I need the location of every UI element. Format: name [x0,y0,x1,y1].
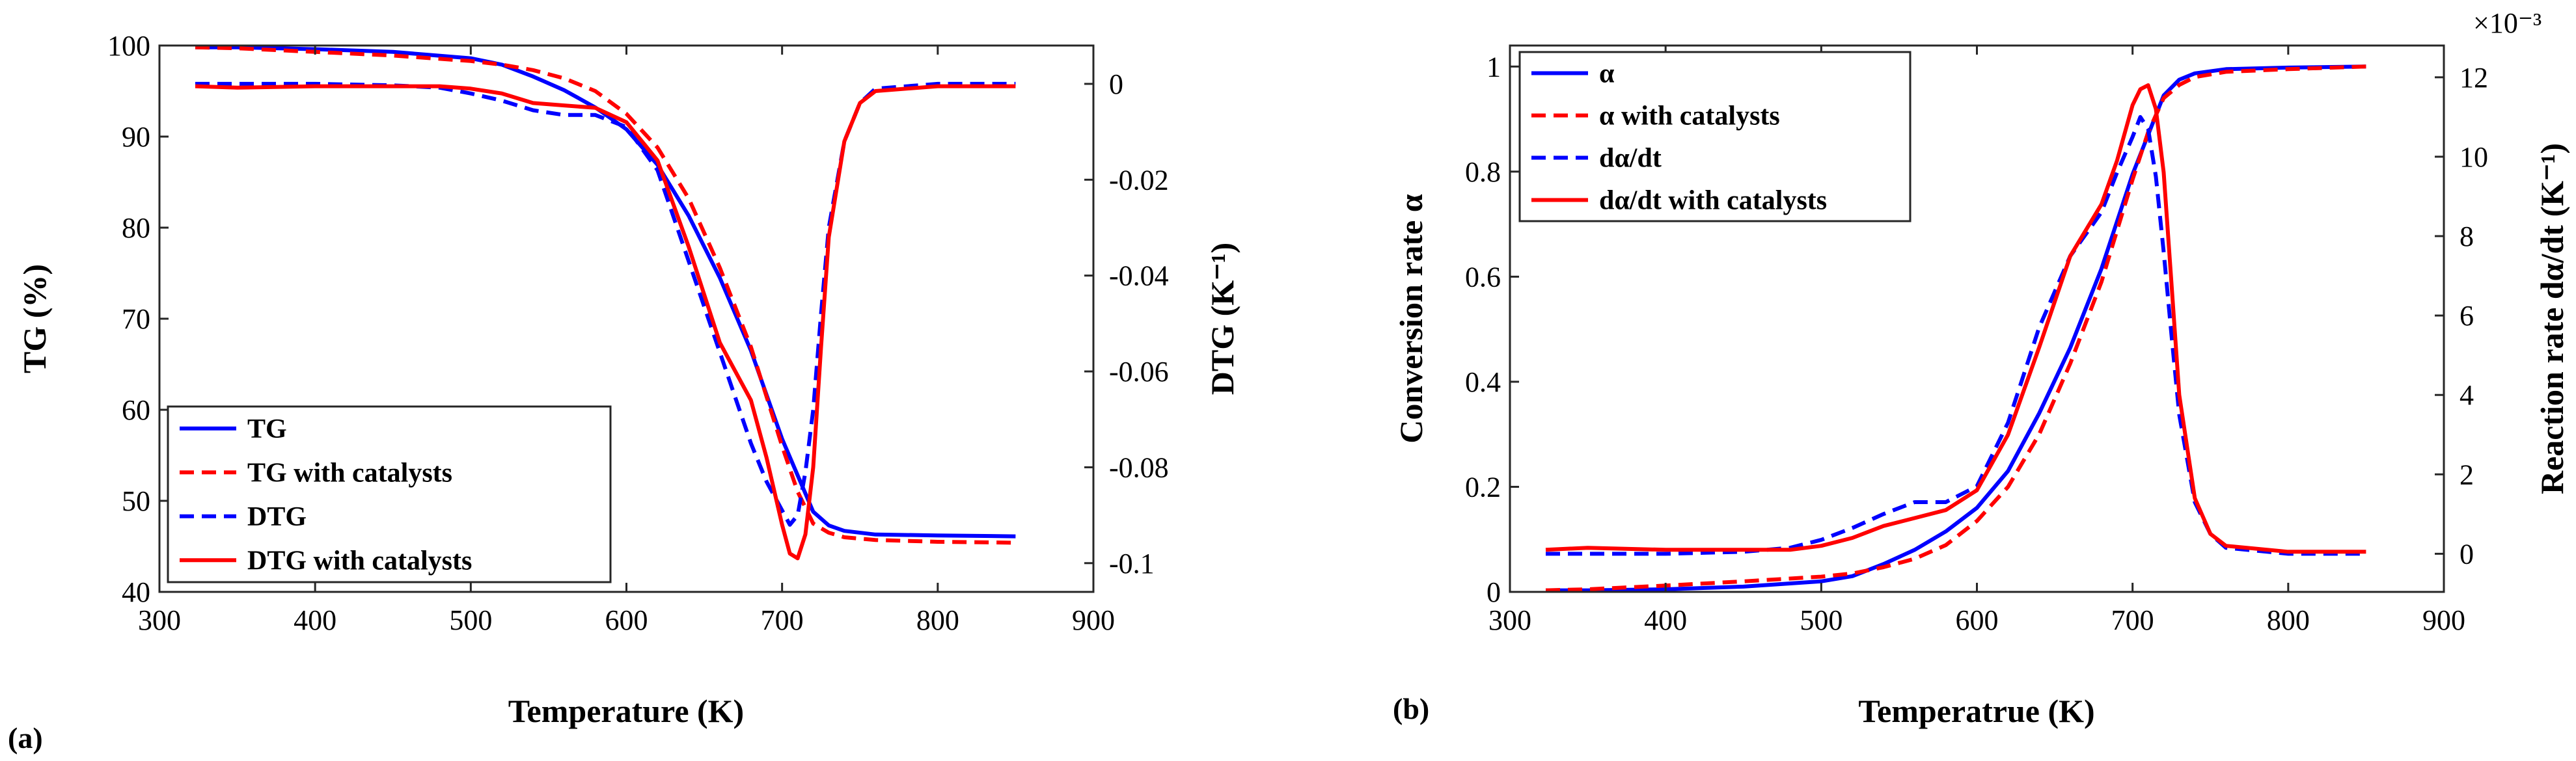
series-line-2 [195,45,1016,545]
x-tick-label: 600 [605,604,648,636]
y-tick-label: 40 [122,576,150,608]
y2-tick-label: -0.1 [1109,548,1155,580]
legend-label: DTG with catalysts [247,546,472,576]
legend-box [1518,51,1911,222]
chart-a: 300 400 500 600 700 800 900 40 50 60 70 80 90 100 0 -0.… [8,30,1240,754]
y2-tick-label: 0 [2460,538,2474,570]
y2-tick-label: -0.08 [1109,451,1169,483]
x-tick-label: 500 [1800,604,1843,636]
y2-tick-label: -0.04 [1109,260,1169,292]
legend-label: TG with catalysts [247,458,452,488]
x-tick-label: 900 [1072,604,1115,636]
y-tick-label: 90 [122,121,150,153]
series-lines-b [1545,64,2366,593]
legend-label: α with catalysts [1599,101,1780,131]
y2-tick-label: 0 [1109,68,1123,100]
legend-label: α [1599,59,1615,89]
y2-tick-label: 6 [2460,300,2474,332]
y2-tick-label: -0.06 [1109,356,1169,388]
panel-label-b: (b) [1393,692,1429,725]
chart-b: 300 400 500 600 700 800 90000.20.40.60.8102468… [1393,7,2570,729]
x-tick-label: 800 [2267,604,2310,636]
x-tick-label: 700 [2111,604,2154,636]
x-tick-label: 800 [916,604,959,636]
x-tick-label: 700 [761,604,804,636]
y-tick-label: 0.8 [1465,156,1501,188]
series-line-3 [195,81,1016,527]
y-tick-label: 80 [122,212,150,244]
series-line-1 [195,45,1016,539]
y-tick-label: 0.2 [1465,471,1501,503]
y2-tick-label: 10 [2460,141,2488,173]
legend-label: TG [247,414,287,444]
x-tick-label: 900 [2422,604,2465,636]
legend-a: TG TG with catalysts DTG DTG with catalysts [167,405,612,583]
series-line-2 [1545,64,2366,593]
y-tick-label: 60 [122,394,150,426]
series-line-4 [1545,83,2366,554]
y-tick-label: 1 [1487,51,1501,83]
x-tick-label: 400 [294,604,336,636]
y-axis-label-left-a: TG (%) [16,264,53,373]
y-tick-label: 100 [107,30,150,62]
legend-box [167,405,612,583]
y2-tick-label: 12 [2460,62,2488,94]
x-tick-label: 300 [138,604,181,636]
x-tick-label: 500 [449,604,492,636]
y-axis-label-left-b: Conversion rate α [1393,194,1429,443]
y2-exponent-label-b: ×10⁻³ [2473,7,2542,39]
y-tick-label: 70 [122,303,150,335]
y2-tick-label: 8 [2460,220,2474,252]
legend-b: α α with catalysts dα/dt dα/dt with catalys… [1518,51,1911,222]
x-axis-label-a: Temperature (K) [508,693,744,729]
x-axis-label-b: Temperatrue (K) [1858,693,2094,729]
y2-tick-label: -0.02 [1109,164,1169,196]
y2-tick-label: 2 [2460,459,2474,490]
panel-label-a: (a) [8,721,43,754]
y-axis-label-right-b: Reaction rate dα/dt (K⁻¹) [2534,143,2570,494]
y-tick-label: 0 [1487,576,1501,608]
legend-label: dα/dt [1599,144,1662,174]
x-tick-label: 600 [1956,604,1999,636]
legend-label: DTG [247,502,307,532]
series-lines-a [195,45,1016,561]
x-tick-label: 400 [1644,604,1687,636]
series-line-4 [195,84,1016,561]
y-tick-label: 0.4 [1465,366,1501,398]
y-axis-label-right-a: DTG (K⁻¹) [1204,243,1240,395]
legend-label: dα/dt with catalysts [1599,186,1827,216]
series-line-1 [1546,64,2366,593]
x-tick-label: 300 [1488,604,1531,636]
y-tick-label: 50 [122,485,150,517]
y2-tick-label: 4 [2460,379,2474,411]
y-tick-label: 0.6 [1465,261,1501,293]
